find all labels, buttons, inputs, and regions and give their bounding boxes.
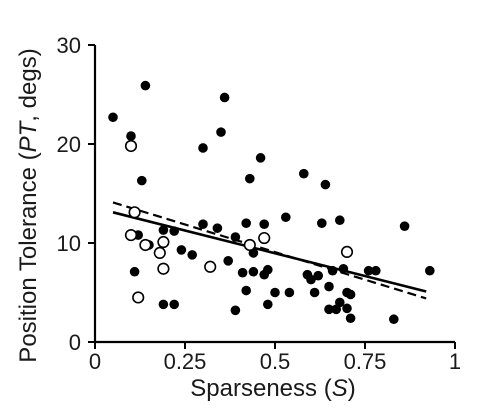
fit-line-dashed [112,201,427,300]
data-point-filled [248,266,259,277]
data-point-filled [345,313,356,324]
y-tick-label: 20 [57,132,81,157]
data-point-open [340,245,354,259]
data-point-filled [389,314,399,325]
data-point-filled [216,127,226,137]
y-tick-label: 0 [69,330,81,355]
x-tick-label: 0.25 [164,349,207,374]
data-point-filled [284,287,295,298]
data-point-filled [223,256,233,266]
data-point-open [124,139,138,153]
data-point-filled [399,221,410,231]
data-point-filled [309,287,320,298]
x-axis-title-prefix: Sparseness ( [190,375,331,402]
y-tick-label: 30 [57,33,81,58]
y-tick-label: 10 [57,231,81,256]
data-point-filled [371,265,381,276]
data-point-filled [299,168,309,179]
data-point-filled [126,131,136,141]
data-point-filled [198,143,208,153]
data-point-filled [108,112,118,123]
data-points-layer [108,80,435,325]
data-point-filled [363,265,374,276]
data-point-filled [176,245,187,255]
data-point-filled [158,225,169,235]
data-point-filled [281,212,291,223]
data-point-filled [320,179,331,190]
data-point-filled [230,305,241,316]
data-point-filled [212,223,223,233]
data-point-filled [263,299,273,310]
x-tick-label: 0.75 [344,349,387,374]
data-point-filled [324,281,334,292]
data-point-filled [324,304,334,315]
data-point-filled [219,92,230,103]
data-point-filled [313,270,324,281]
data-point-open [153,246,166,259]
y-axis-title-prefix: Position Tolerance ( [15,152,42,362]
x-tick-label: 1 [449,349,461,374]
data-point-filled [335,215,345,226]
data-point-open [132,291,145,304]
data-point-filled [425,265,435,276]
data-point-filled [187,250,197,260]
data-point-filled [237,267,248,278]
data-point-filled [255,153,266,163]
data-point-filled [263,264,273,275]
data-point-filled [342,303,352,314]
data-point-open [124,228,138,242]
data-point-filled [241,218,251,228]
axes-layer [93,45,455,344]
data-point-open [157,235,170,249]
fit-line-solid [112,211,427,293]
fit-lines-layer [112,201,427,300]
x-axis-title-suffix: ) [348,375,356,402]
ticks-layer: 0 10 20 30 0 0.25 0.5 0.75 1 [57,33,462,374]
data-point-filled [335,297,345,308]
x-axis-title-italic: S [332,375,348,402]
data-point-open [258,231,271,245]
data-point-filled [327,265,338,276]
y-axis-title-suffix: , degs) [15,48,42,121]
y-axis-title: Position Tolerance (PT, degs) [15,48,42,362]
data-point-filled [169,299,179,310]
data-point-open [139,238,152,252]
data-point-filled [306,274,316,285]
data-point-open [128,206,141,219]
data-point-filled [230,232,241,242]
data-point-filled [129,266,140,277]
data-point-filled [140,80,151,91]
data-point-filled [259,219,270,229]
data-point-filled [270,287,280,298]
data-point-filled [317,218,327,228]
x-tick-label: 0.5 [260,349,291,374]
data-point-filled [198,219,208,229]
data-point-filled [158,299,169,310]
data-point-filled [169,226,179,236]
data-point-filled [245,173,255,184]
x-tick-label: 0 [89,349,101,374]
data-point-filled [345,289,356,300]
data-point-filled [241,285,251,296]
data-point-open [204,260,217,273]
data-point-filled [137,175,147,186]
data-point-open [157,262,170,275]
data-point-filled [338,263,349,274]
data-point-open [243,238,256,252]
x-axis-title: Sparseness (S) [190,375,355,402]
y-axis-title-italic: PT [15,119,42,152]
